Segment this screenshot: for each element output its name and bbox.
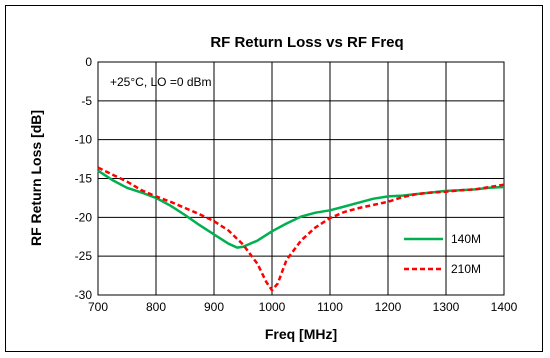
x-tick-label: 800 [146,300,166,314]
x-tick-label: 1300 [433,300,460,314]
x-tick-label: 1400 [491,300,518,314]
x-tick-labels: 700 800 900 1000 1100 1200 1300 1400 [88,300,518,314]
y-axis-label: RF Return Loss [dB] [28,110,44,246]
y-tick-label: -30 [75,288,93,302]
series-group [97,166,505,292]
x-tick-label: 700 [88,300,108,314]
y-tick-label: -5 [81,94,92,108]
series-line-140m [97,169,505,249]
y-tick-labels: 0 -5 -10 -15 -20 -25 -30 [75,55,93,302]
x-tick-label: 1000 [259,300,286,314]
legend: 140M 210M [404,232,481,276]
y-tick-label: -20 [75,210,93,224]
y-tick-label: 0 [85,55,92,69]
conditions-annotation: +25°C, LO =0 dBm [110,75,212,89]
series-line-210m [97,166,505,292]
x-tick-label: 1100 [317,300,343,314]
plot-area-border [97,61,505,296]
x-tick-label: 1200 [375,300,402,314]
x-tick-label: 900 [204,300,224,314]
y-tick-label: -15 [75,172,93,186]
chart-svg: RF Return Loss vs RF Freq 700 800 900 1000 1… [28,34,518,342]
grid [97,61,505,296]
legend-label-140m: 140M [451,232,481,246]
x-axis-label: Freq [MHz] [265,326,337,342]
y-tick-label: -10 [75,133,93,147]
y-tick-label: -25 [75,249,93,263]
chart-frame: RF Return Loss vs RF Freq 700 800 900 1000 1… [5,5,543,352]
legend-label-210m: 210M [451,262,481,276]
chart-title: RF Return Loss vs RF Freq [210,34,403,51]
